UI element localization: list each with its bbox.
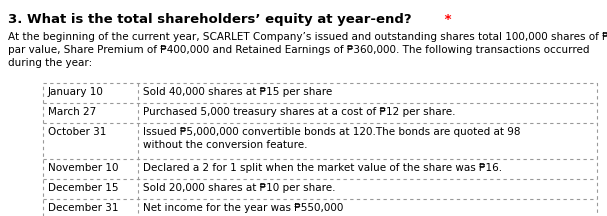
- Text: November 10: November 10: [48, 163, 118, 173]
- Text: Purchased 5,000 treasury shares at a cost of ₱12 per share.: Purchased 5,000 treasury shares at a cos…: [143, 107, 455, 117]
- Text: 3. What is the total shareholders’ equity at year-end?: 3. What is the total shareholders’ equit…: [8, 13, 412, 26]
- Text: At the beginning of the current year, SCARLET Company’s issued and outstanding s: At the beginning of the current year, SC…: [8, 32, 607, 42]
- Text: Sold 20,000 shares at ₱10 per share.: Sold 20,000 shares at ₱10 per share.: [143, 183, 336, 193]
- Text: March 27: March 27: [48, 107, 97, 117]
- Text: par value, Share Premium of ₱400,000 and Retained Earnings of ₱360,000. The foll: par value, Share Premium of ₱400,000 and…: [8, 45, 589, 55]
- Text: Declared a 2 for 1 split when the market value of the share was ₱16.: Declared a 2 for 1 split when the market…: [143, 163, 502, 173]
- Text: Net income for the year was ₱550,000: Net income for the year was ₱550,000: [143, 203, 344, 213]
- Text: October 31: October 31: [48, 127, 106, 137]
- Text: December 15: December 15: [48, 183, 118, 193]
- Text: during the year:: during the year:: [8, 58, 92, 68]
- Bar: [43, 83, 597, 216]
- Text: Sold 40,000 shares at ₱15 per share: Sold 40,000 shares at ₱15 per share: [143, 87, 332, 97]
- Text: December 31: December 31: [48, 203, 118, 213]
- Text: January 10: January 10: [48, 87, 104, 97]
- Text: Issued ₱5,000,000 convertible bonds at 120.The bonds are quoted at 98
without th: Issued ₱5,000,000 convertible bonds at 1…: [143, 127, 520, 150]
- Text: *: *: [440, 13, 452, 26]
